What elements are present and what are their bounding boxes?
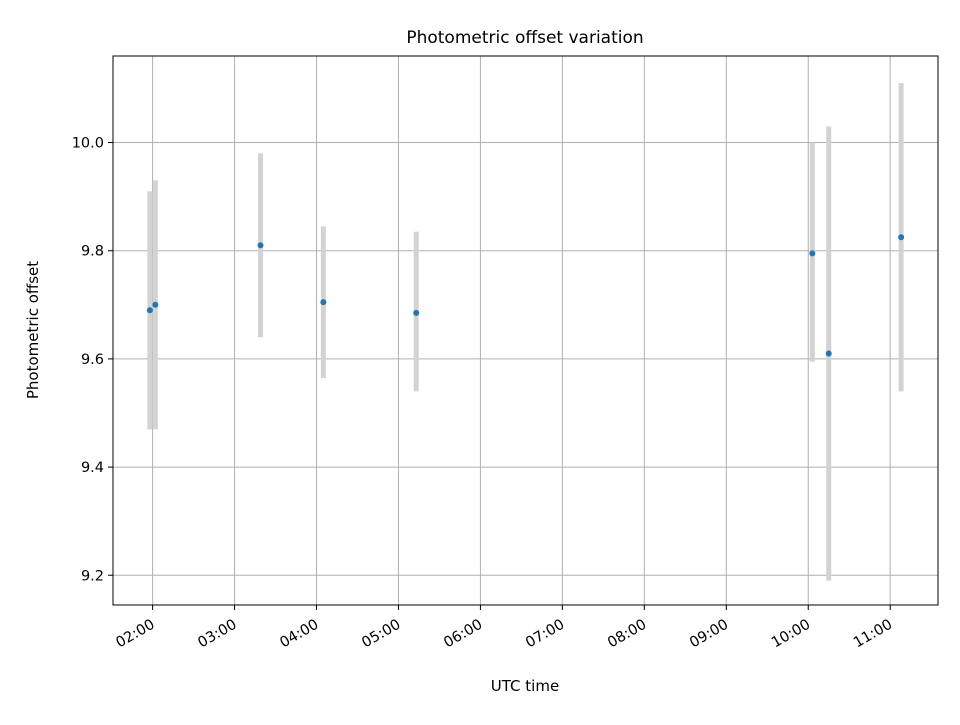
data-point bbox=[257, 242, 264, 249]
y-tick-label: 9.4 bbox=[81, 460, 104, 476]
data-point bbox=[320, 299, 327, 306]
axis-ticks: 02:00 03:00 04:00 05:00 06:00 07:00 08:00 09:00… bbox=[72, 136, 895, 652]
y-axis-label: Photometric offset bbox=[24, 261, 42, 399]
data-point bbox=[898, 234, 905, 241]
x-axis-label: UTC time bbox=[491, 677, 559, 695]
x-tick-label: 06:00 bbox=[441, 617, 485, 652]
x-tick-label: 02:00 bbox=[113, 617, 157, 652]
data-point bbox=[152, 301, 159, 308]
y-tick-label: 9.6 bbox=[81, 352, 104, 368]
data-point bbox=[413, 309, 420, 316]
chart-title: Photometric offset variation bbox=[406, 28, 643, 48]
y-tick-label: 10.0 bbox=[72, 136, 104, 152]
grid bbox=[113, 56, 938, 605]
data-point bbox=[146, 307, 153, 314]
error-bars bbox=[147, 83, 904, 581]
y-tick-label: 9.2 bbox=[81, 568, 104, 584]
x-tick-label: 04:00 bbox=[277, 617, 321, 652]
x-tick-label: 09:00 bbox=[687, 617, 731, 652]
data-points bbox=[146, 234, 905, 357]
x-tick-label: 07:00 bbox=[523, 617, 567, 652]
x-tick-label: 03:00 bbox=[195, 617, 239, 652]
plot-frame bbox=[112, 55, 939, 606]
x-tick-label: 10:00 bbox=[769, 617, 813, 652]
y-tick-label: 9.8 bbox=[81, 244, 104, 260]
x-tick-label: 08:00 bbox=[605, 617, 649, 652]
data-point bbox=[825, 350, 832, 357]
data-point bbox=[809, 250, 816, 257]
x-tick-label: 11:00 bbox=[851, 617, 895, 652]
x-tick-label: 05:00 bbox=[359, 617, 403, 652]
